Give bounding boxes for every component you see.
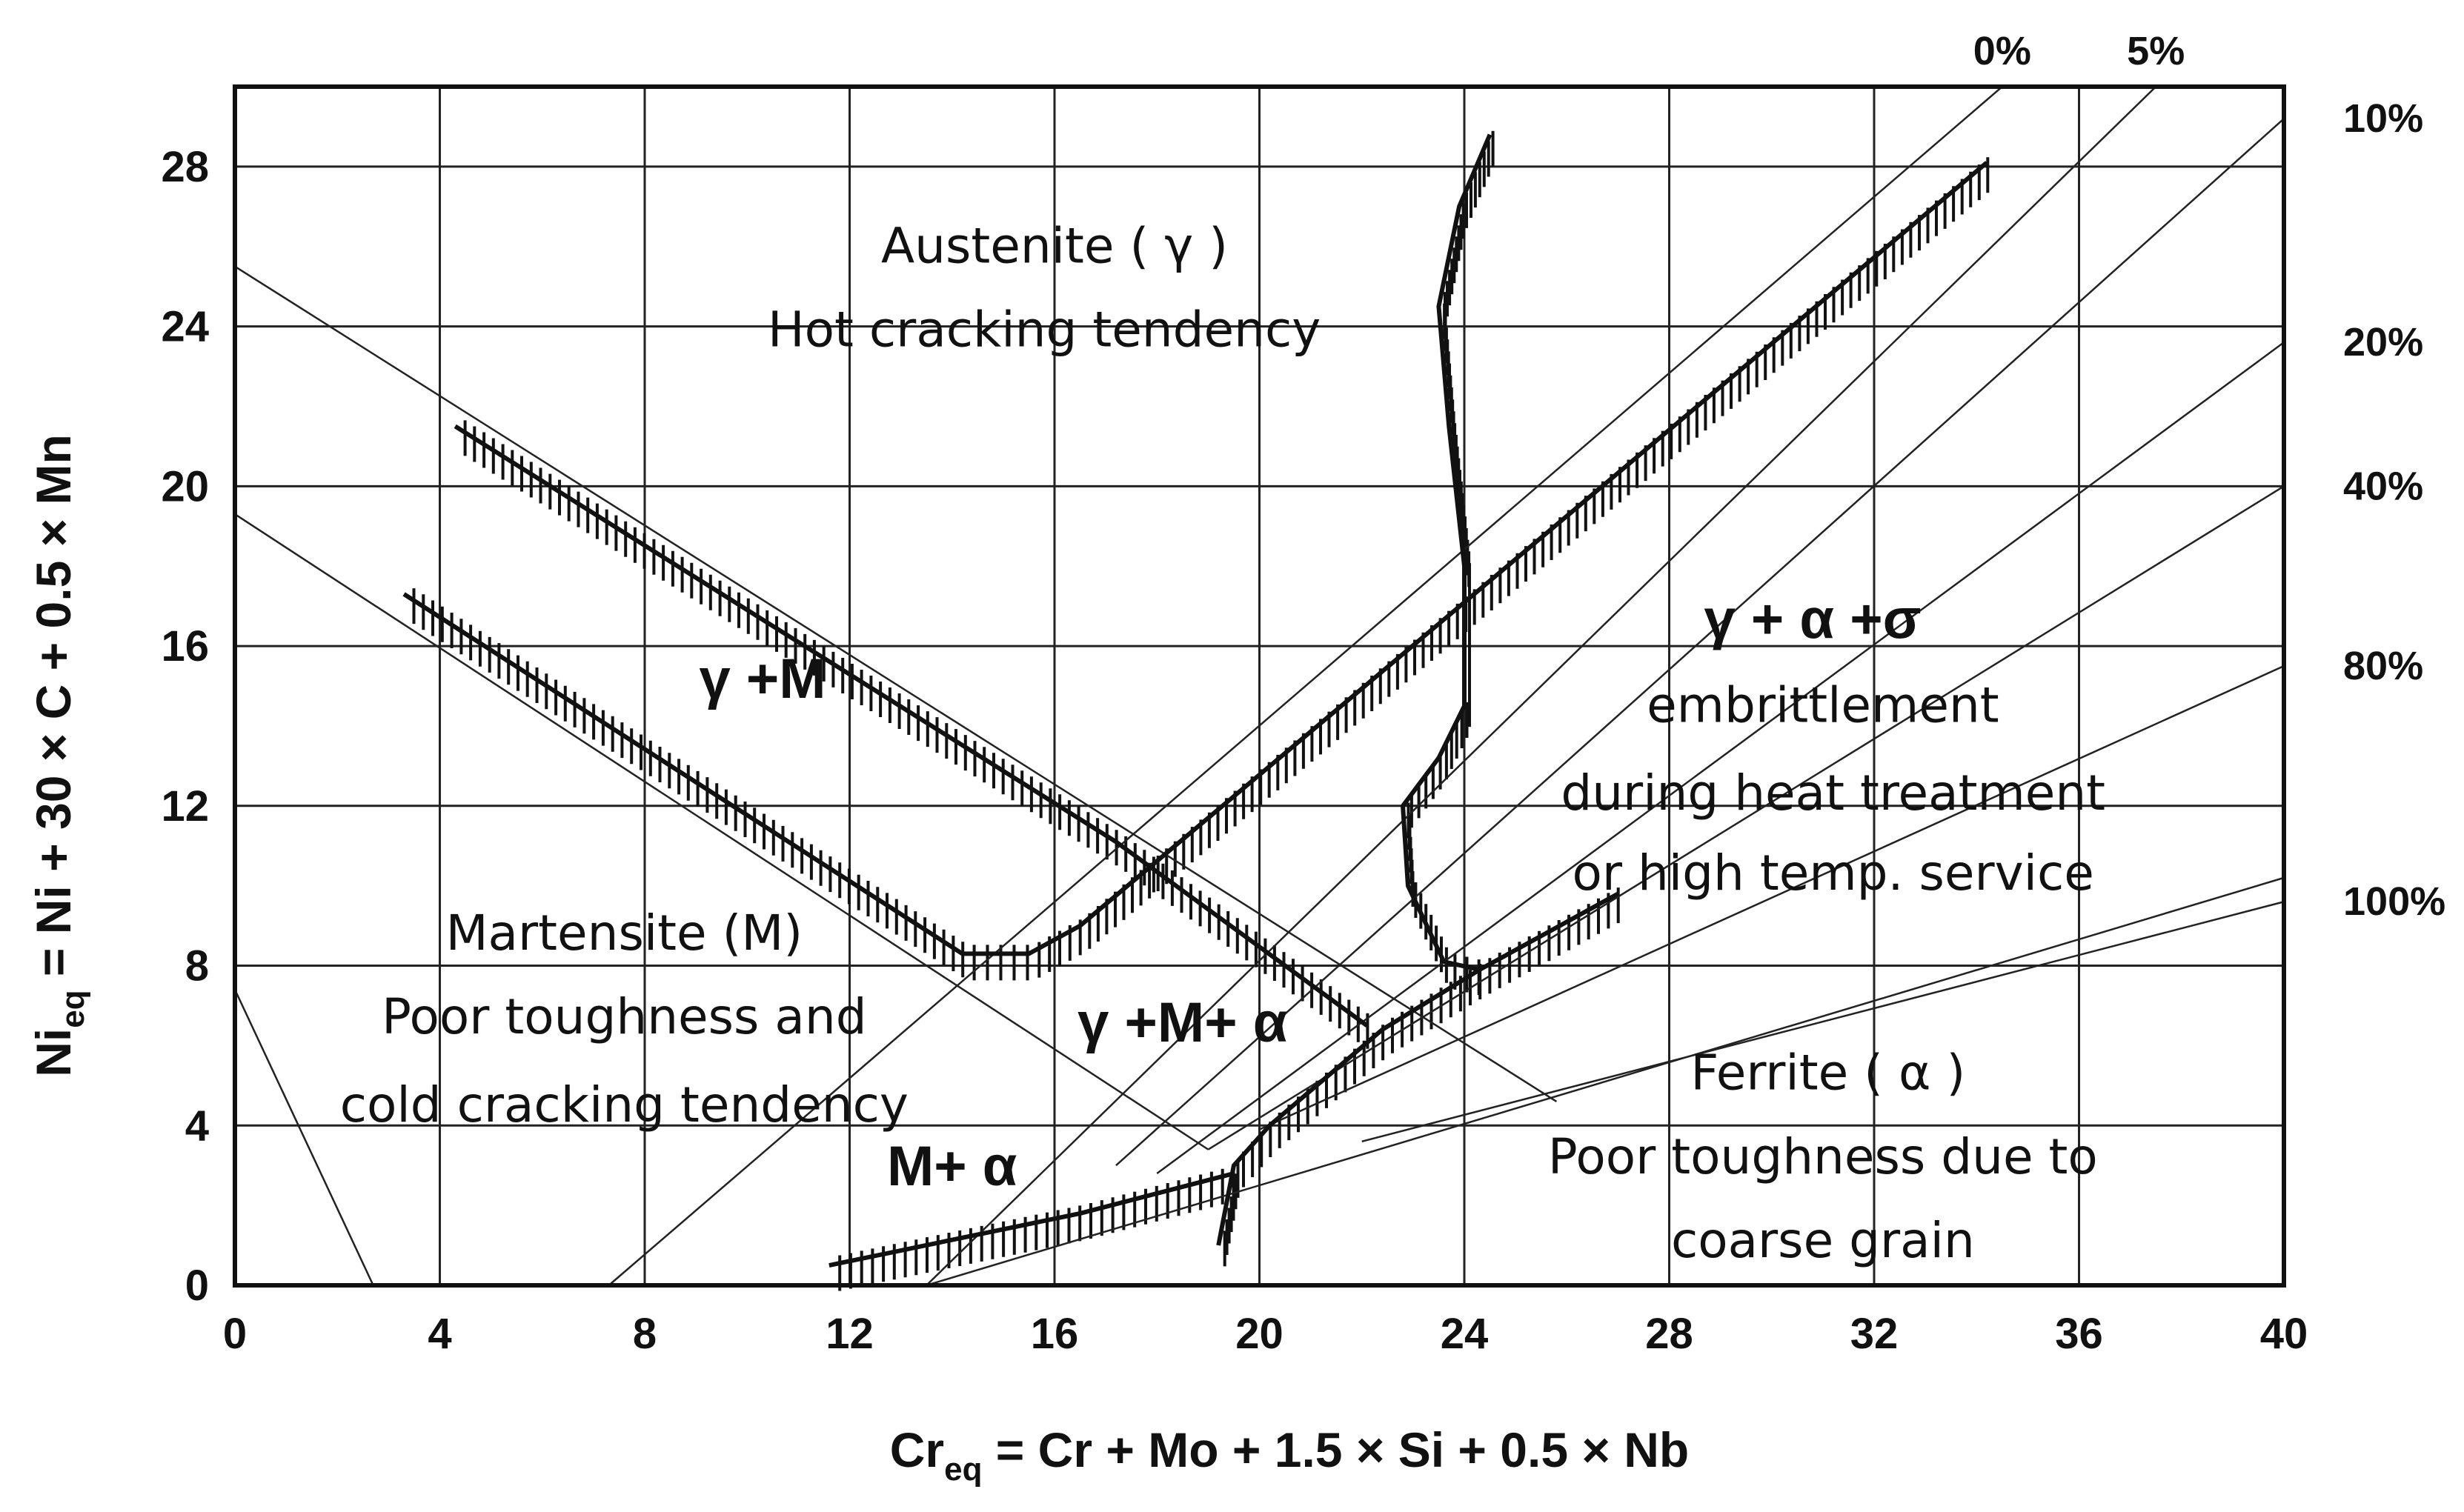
ferrite-iso-lines xyxy=(608,86,2285,1286)
x-tick-label: 40 xyxy=(2260,1310,2308,1358)
ferrite-iso-line xyxy=(1156,342,2285,1174)
phase-boundary xyxy=(1216,891,1619,1246)
y-axis-label-main: Ni xyxy=(26,1028,81,1077)
region-label: embrittlement xyxy=(1647,677,1999,734)
y-tick-label: 16 xyxy=(161,622,209,670)
ferrite-percent-labels: 0% 5% 10% 20% 40% 80% 100% xyxy=(1973,29,2445,924)
y-tick-label: 20 xyxy=(161,462,209,510)
boundary-hatch xyxy=(1223,887,1620,1267)
y-axis-label-sub: eq xyxy=(55,990,91,1028)
x-tick-label: 20 xyxy=(1235,1310,1284,1358)
x-tick-label: 12 xyxy=(826,1310,874,1358)
region-label: or high temp. service xyxy=(1572,845,2093,902)
region-label: Martensite (M) xyxy=(446,905,803,962)
region-label: Austenite ( γ ) xyxy=(881,217,1228,274)
x-tick-label: 16 xyxy=(1031,1310,1079,1358)
x-axis-label-sub: eq xyxy=(944,1451,982,1488)
ferrite-percent-label: 10% xyxy=(2343,96,2423,141)
ferrite-percent-label: 40% xyxy=(2343,464,2423,508)
y-axis-label-rest: = Ni + 30 × C + 0.5 × Mn xyxy=(26,434,81,990)
x-tick-label: 0 xyxy=(223,1310,247,1358)
ferrite-iso-line xyxy=(1258,665,2285,1130)
ferrite-iso-line xyxy=(1115,118,2285,1167)
y-tick-label: 4 xyxy=(185,1102,209,1150)
reference-line xyxy=(926,876,2285,1287)
phase-boundaries xyxy=(402,133,1989,1268)
y-tick-label: 24 xyxy=(161,303,209,351)
region-label: coarse grain xyxy=(1671,1212,1975,1269)
y-tick-label: 12 xyxy=(161,782,209,830)
ferrite-iso-line xyxy=(1361,901,2285,1143)
boundary-hatch xyxy=(838,1165,1235,1291)
x-tick-labels: 0 4 8 12 16 20 24 28 32 36 40 xyxy=(223,1310,2308,1358)
y-tick-label: 28 xyxy=(161,143,209,191)
region-label: during heat treatment xyxy=(1561,765,2105,822)
region-label: Hot cracking tendency xyxy=(768,302,1321,359)
region-label: γ +M xyxy=(699,647,826,710)
x-tick-label: 4 xyxy=(428,1310,451,1358)
region-label: Poor toughness due to xyxy=(1548,1128,2098,1185)
phase-boundary xyxy=(454,424,1369,1028)
x-axis-label-rest: = Cr + Mo + 1.5 × Si + 0.5 × Nb xyxy=(982,1422,1689,1477)
region-label: γ +M+ α xyxy=(1077,991,1287,1054)
boundary-hatch xyxy=(463,420,1369,1049)
reference-line xyxy=(234,265,1558,1102)
x-tick-label: 36 xyxy=(2055,1310,2103,1358)
phase-boundary xyxy=(402,161,1989,956)
y-tick-label: 0 xyxy=(185,1262,209,1310)
y-tick-label: 8 xyxy=(185,942,209,990)
ferrite-iso-line xyxy=(608,86,2003,1286)
ferrite-percent-label: 20% xyxy=(2343,320,2423,364)
x-axis-label: Creq = Cr + Mo + 1.5 × Si + 0.5 × Nb xyxy=(890,1422,1690,1488)
y-axis-label: Nieq = Ni + 30 × C + 0.5 × Mn xyxy=(26,434,91,1077)
x-tick-label: 32 xyxy=(1850,1310,1899,1358)
region-label: M+ α xyxy=(887,1135,1017,1198)
phase-boundary xyxy=(828,1171,1235,1268)
boundary-hatching xyxy=(412,130,1990,1291)
ferrite-percent-label: 80% xyxy=(2343,644,2423,688)
ferrite-percent-label: 0% xyxy=(1973,29,2031,73)
ferrite-iso-line xyxy=(926,86,2157,1286)
x-tick-label: 24 xyxy=(1441,1310,1489,1358)
x-axis-label-main: Cr xyxy=(890,1422,944,1477)
plot-frame xyxy=(233,84,2286,1288)
x-tick-label: 8 xyxy=(633,1310,657,1358)
region-label: cold cracking tendency xyxy=(340,1076,909,1133)
ferrite-iso-line xyxy=(1207,485,2285,1150)
reference-line xyxy=(233,989,374,1286)
reference-lines xyxy=(233,265,2285,1287)
region-label: γ + α +σ xyxy=(1704,587,1922,650)
ferrite-percent-label: 5% xyxy=(2127,29,2185,73)
ferrite-percent-label: 100% xyxy=(2343,879,2445,924)
reference-line xyxy=(234,513,1209,1150)
x-tick-label: 28 xyxy=(1645,1310,1693,1358)
y-tick-labels: 0 4 8 12 16 20 24 28 xyxy=(161,143,209,1310)
phase-boundary xyxy=(1401,133,1492,972)
region-label: Ferrite ( α ) xyxy=(1690,1045,1965,1102)
region-labels: Austenite ( γ ) Hot cracking tendency γ +M… xyxy=(340,217,2105,1269)
region-label: Poor toughness and xyxy=(382,988,867,1045)
